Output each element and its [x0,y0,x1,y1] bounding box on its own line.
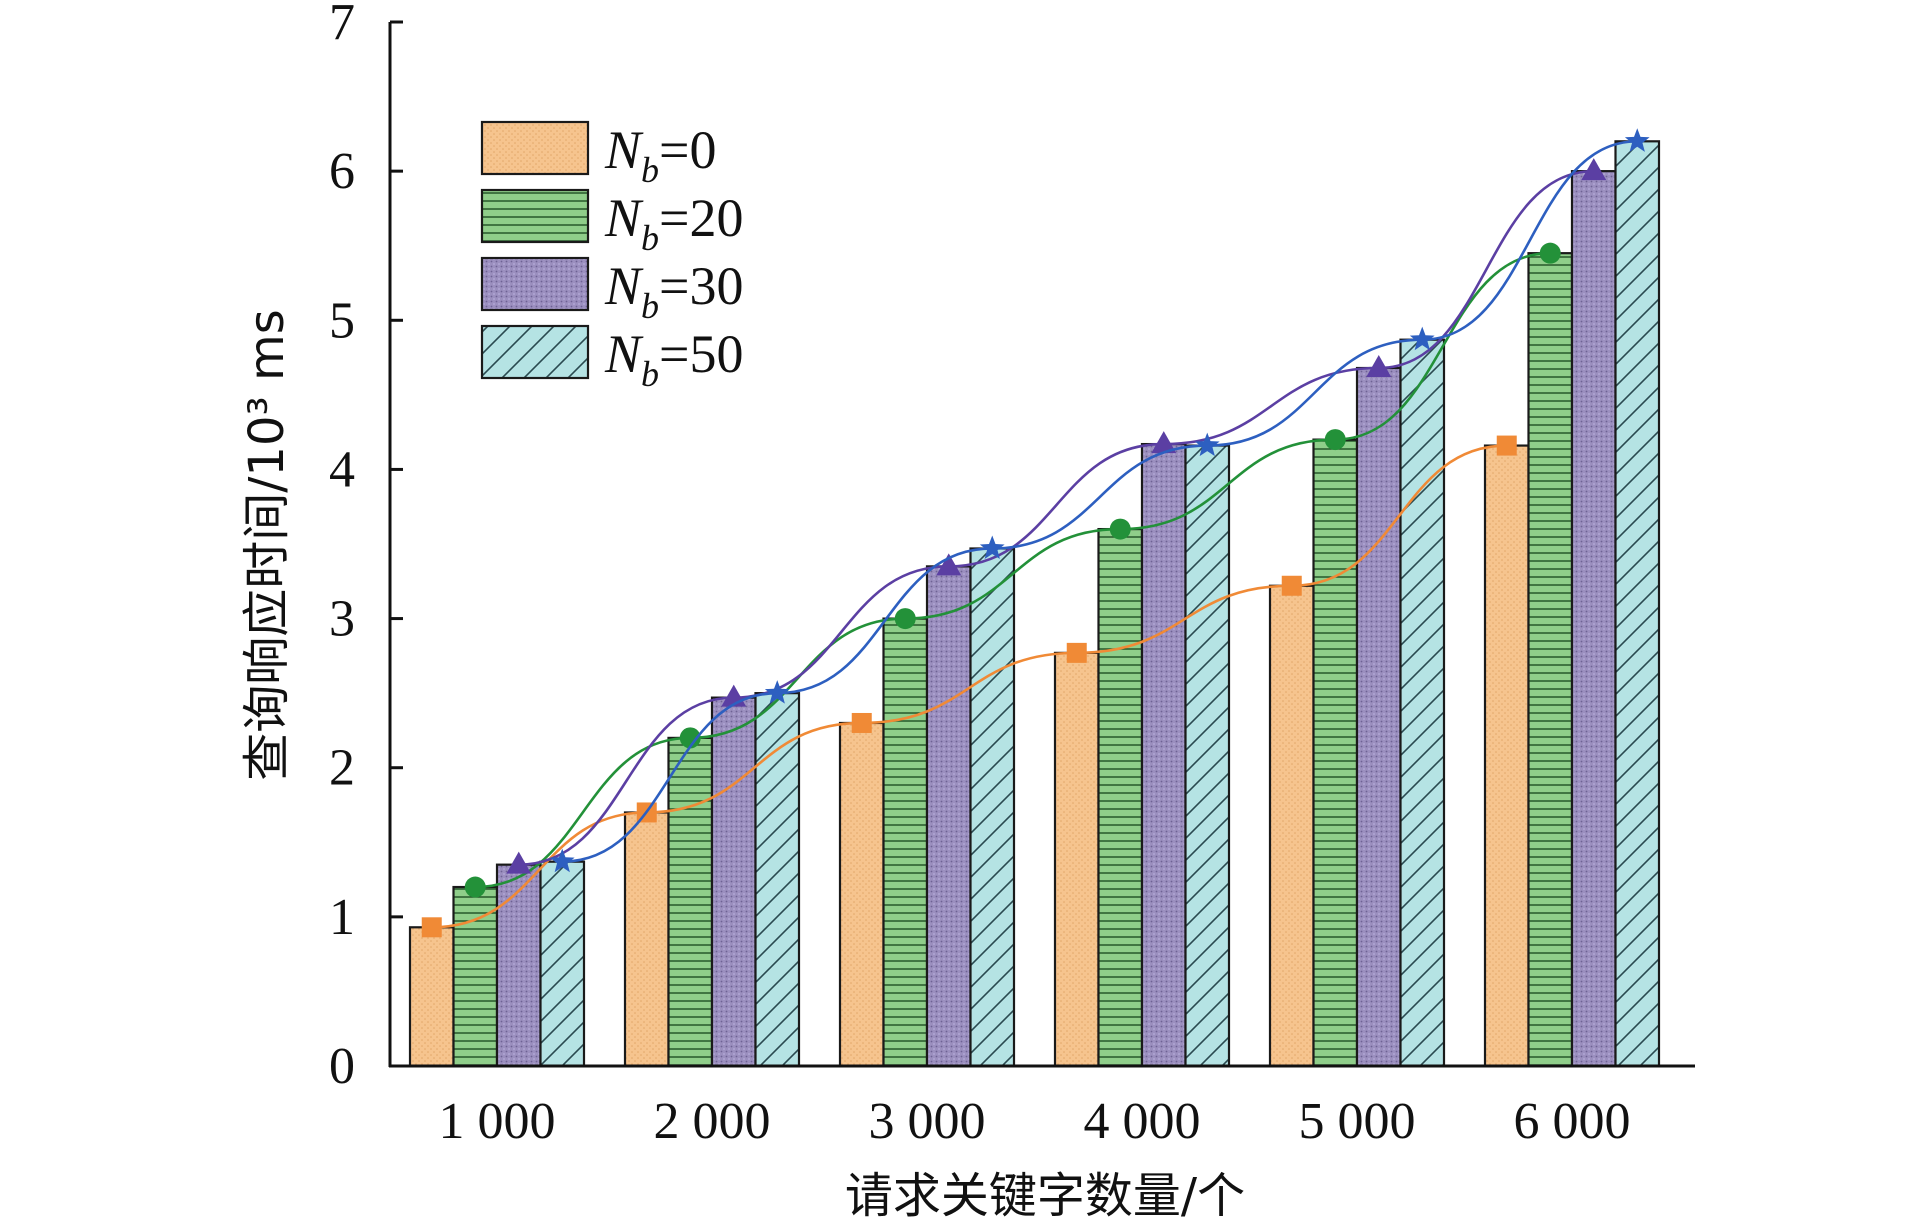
bar-4-2 [754,692,801,1068]
legend-swatch-4 [480,324,590,380]
y-tick-label-3: 3 [329,591,355,648]
trend-lines [421,128,1650,938]
y-tick-label-7: 7 [329,0,355,51]
x-tick-label-6: 6 000 [1514,1093,1631,1150]
legend-swatch-3 [480,256,590,312]
bar-2-4 [1097,527,1144,1068]
marker-2-3 [894,608,916,630]
x-tick-label-3: 3 000 [869,1093,986,1150]
bar-2-1 [452,885,499,1068]
marker-2-1 [464,876,486,898]
marker-2-4 [1109,518,1131,540]
legend-label-2: Nb=20 [604,188,744,258]
bar-1-1 [408,926,455,1068]
marker-2-2 [679,727,701,749]
bar-4-5 [1399,338,1446,1068]
series-line-3 [518,169,1594,866]
x-tick-label-1: 1 000 [439,1093,556,1150]
marker-4-5 [1409,326,1435,351]
y-tick-label-4: 4 [329,441,355,498]
bar-3-5 [1355,366,1402,1068]
bar-3-6 [1570,170,1617,1068]
legend-swatch-1 [480,120,590,176]
bar-3-3 [925,565,972,1068]
y-tick-label-6: 6 [329,143,355,200]
marker-4-3 [979,535,1005,559]
legend-swatch-2 [480,188,590,244]
bar-2-5 [1312,438,1359,1068]
bar-1-5 [1268,584,1315,1068]
bar-4-1 [539,860,586,1068]
x-axis-title: 请求关键字数量/个 [845,1168,1245,1224]
marker-1-6 [1496,435,1517,456]
legend-label-3: Nb=30 [604,256,744,326]
marker-4-2 [764,680,790,704]
marker-4-1 [549,848,575,873]
marker-1-3 [851,712,872,733]
legend-label-1: Nb=0 [604,120,717,190]
series-line-4 [562,140,1638,863]
bar-4-4 [1184,444,1231,1068]
bar-2-3 [882,617,929,1068]
x-tick-label-5: 5 000 [1299,1093,1416,1150]
marker-3-5 [1366,355,1392,378]
bar-1-3 [838,721,885,1068]
bars [408,140,1661,1068]
series-line-2 [475,251,1551,889]
marker-4-4 [1194,432,1220,457]
bar-3-1 [495,863,542,1068]
marker-2-5 [1324,429,1346,451]
bar-1-2 [623,811,670,1068]
marker-1-4 [1066,642,1087,663]
axes: 0 1 2 3 4 5 6 7 1 000 2 000 3 000 4 000 5 000 6 000 [329,0,1695,1150]
bar-2-6 [1527,252,1574,1068]
bar-4-6 [1614,140,1661,1068]
bar-1-4 [1053,651,1100,1068]
marker-1-5 [1281,575,1302,596]
bar-3-2 [710,696,757,1068]
marker-1-1 [421,917,442,938]
bar-3-4 [1140,442,1187,1068]
y-tick-label-0: 0 [329,1038,355,1095]
marker-4-6 [1624,128,1650,152]
legend-label-4: Nb=50 [604,324,744,394]
marker-3-6 [1581,158,1607,181]
bar-4-3 [969,547,1016,1068]
x-tick-label-2: 2 000 [654,1093,771,1150]
marker-2-6 [1539,242,1561,264]
y-axis-title: 查询响应时间/10³ ms [239,309,295,781]
bar-1-6 [1483,444,1530,1068]
bar-2-2 [667,736,714,1068]
x-tick-label-4: 4 000 [1084,1093,1201,1150]
marker-3-3 [936,553,962,576]
y-tick-label-2: 2 [329,740,355,797]
y-tick-label-5: 5 [329,292,355,349]
marker-3-1 [506,851,532,874]
marker-3-4 [1151,431,1177,454]
y-tick-label-1: 1 [329,889,355,946]
